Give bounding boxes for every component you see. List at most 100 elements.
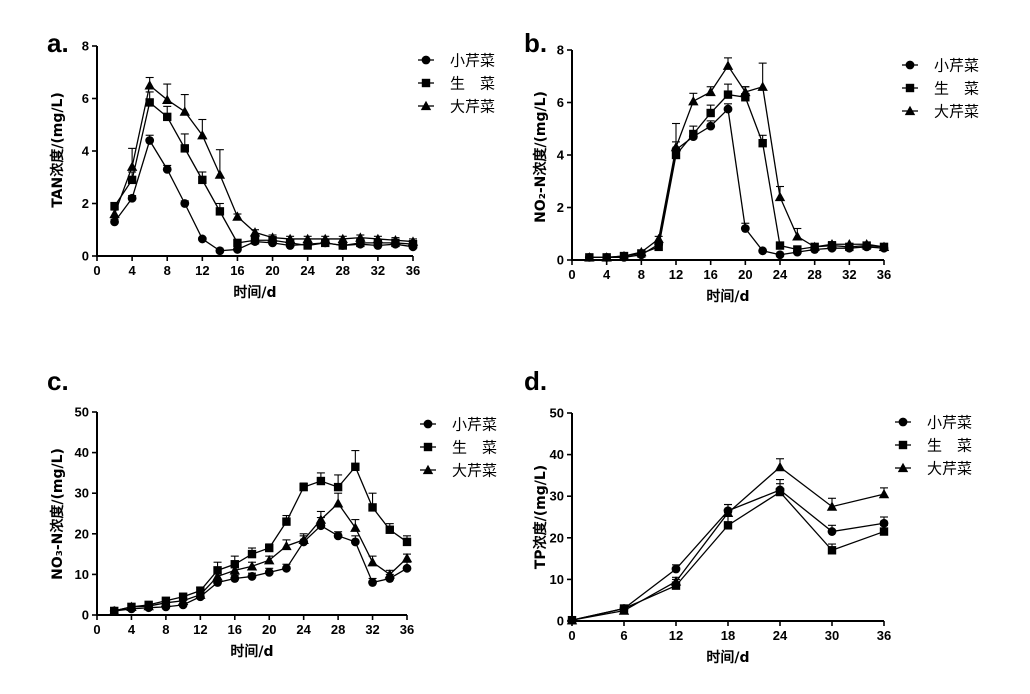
- data-point: [618, 250, 630, 261]
- data-point: [826, 501, 838, 511]
- y-tick-label: 20: [550, 530, 564, 545]
- data-point: [809, 241, 820, 252]
- y-tick-label: 4: [557, 148, 565, 163]
- x-tick-label: 28: [807, 267, 821, 282]
- data-point: [792, 231, 803, 241]
- data-point: [126, 601, 137, 612]
- data-point: [740, 224, 750, 233]
- x-tick-label: 20: [265, 263, 279, 278]
- data-point: [775, 487, 785, 497]
- panel-label: c.: [47, 366, 69, 396]
- panel-label: d.: [524, 366, 547, 396]
- x-tick-label: 32: [842, 267, 856, 282]
- series-line: [114, 138, 414, 252]
- y-tick-label: 10: [75, 567, 89, 582]
- data-point: [670, 576, 682, 586]
- data-point: [247, 549, 257, 559]
- legend-label: 小芹菜: [450, 52, 495, 70]
- data-point: [775, 241, 785, 250]
- x-tick-label: 36: [400, 622, 414, 637]
- data-point: [250, 236, 260, 245]
- data-point: [247, 572, 257, 581]
- data-point: [333, 482, 343, 492]
- legend-marker: [905, 83, 915, 93]
- y-tick-label: 0: [557, 614, 564, 629]
- data-point: [618, 605, 630, 615]
- data-point: [402, 563, 412, 573]
- series-3: [584, 57, 890, 262]
- data-point: [774, 461, 786, 472]
- legend-marker: [421, 78, 431, 88]
- x-tick-label: 4: [128, 622, 136, 637]
- x-tick-label: 0: [568, 267, 575, 282]
- data-point: [230, 560, 239, 569]
- legend-marker: [420, 100, 432, 111]
- x-tick-label: 16: [228, 622, 242, 637]
- chart-panel-1: a.0 4 8 12 16 20 24 28 32 3602468时间/dTAN浓度/(mg/L)…: [47, 28, 495, 301]
- data-point: [741, 93, 750, 102]
- x-tick-label: 16: [703, 267, 717, 282]
- data-point: [162, 94, 173, 104]
- chart-panel-3: c. 0 4 8 12 16 20 24 28 32 36 0 10 20 30 40 50 时间/d NO₃-N浓…: [47, 366, 497, 660]
- y-tick-label: 2: [82, 196, 89, 211]
- data-point: [316, 476, 326, 486]
- chart-panel-4: d. 0 6 12 18 24 30 36 0 10 20 30 40 50 时间/d TP浓度/(mg/L)…: [524, 366, 972, 666]
- x-tick-label: 12: [195, 263, 209, 278]
- data-point: [145, 136, 155, 145]
- y-tick-label: 6: [82, 91, 89, 106]
- data-point: [758, 138, 767, 148]
- x-tick-label: 30: [825, 628, 839, 643]
- x-axis-title: 时间/d: [233, 284, 276, 301]
- data-point: [653, 233, 664, 244]
- legend-marker: [905, 60, 915, 70]
- data-point: [281, 540, 292, 551]
- x-tick-label: 20: [262, 622, 276, 637]
- x-tick-label: 12: [669, 628, 683, 643]
- x-tick-label: 36: [877, 628, 891, 643]
- data-point: [144, 80, 155, 90]
- data-point: [212, 571, 223, 581]
- y-tick-label: 10: [550, 572, 564, 587]
- x-tick-label: 20: [738, 267, 752, 282]
- data-point: [126, 161, 138, 171]
- data-point: [338, 241, 347, 250]
- legend-label: 大芹菜: [927, 460, 972, 478]
- data-point: [337, 233, 348, 244]
- data-point: [351, 462, 360, 472]
- data-point: [320, 233, 331, 244]
- legend-label: 小芹菜: [927, 414, 972, 432]
- data-point: [298, 534, 309, 545]
- y-axis-title: NO₃-N浓度/(mg/L): [49, 448, 66, 580]
- data-point: [143, 600, 154, 611]
- data-point: [264, 567, 274, 577]
- data-point: [671, 564, 681, 574]
- data-point: [315, 514, 327, 524]
- data-point: [127, 175, 137, 185]
- data-point: [844, 239, 855, 249]
- y-tick-label: 4: [82, 144, 90, 159]
- legend-marker: [421, 55, 431, 65]
- series-line: [113, 84, 414, 243]
- y-axis-title: TP浓度/(mg/L): [532, 465, 549, 569]
- legend-marker: [422, 464, 434, 475]
- x-tick-label: 28: [331, 622, 345, 637]
- y-tick-label: 40: [75, 445, 89, 460]
- data-point: [215, 207, 225, 216]
- data-point: [332, 498, 344, 508]
- legend-marker: [898, 417, 908, 427]
- data-point: [670, 141, 682, 152]
- data-point: [355, 232, 366, 242]
- legend-label: 生 菜: [452, 439, 497, 457]
- data-point: [197, 234, 207, 244]
- data-point: [723, 521, 733, 530]
- y-axis-title: TAN浓度/(mg/L): [49, 92, 66, 208]
- data-point: [265, 543, 274, 553]
- data-point: [350, 522, 361, 532]
- data-point: [282, 563, 291, 573]
- data-point: [723, 90, 733, 99]
- series-2: [110, 91, 418, 250]
- y-tick-label: 0: [82, 608, 89, 623]
- data-point: [230, 574, 240, 583]
- data-point: [671, 150, 681, 160]
